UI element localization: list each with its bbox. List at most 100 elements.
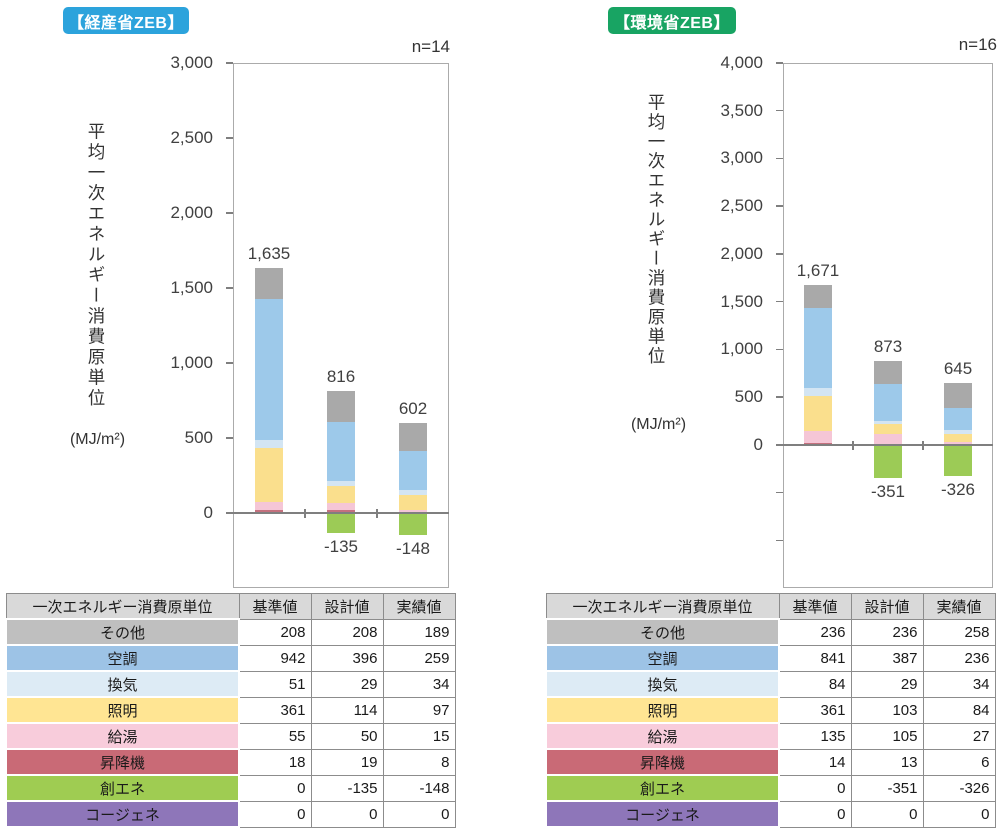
y-tick-label: 3,000 [720,148,763,168]
bar-negative-label: -351 [870,482,906,502]
y-tick-label: 1,500 [170,278,213,297]
y-axis-tick [776,396,783,398]
y-axis-tick [226,512,233,514]
y-axis-tick [226,362,233,364]
value-cell: 84 [922,696,996,724]
value-cell: 0 [310,800,384,828]
table-row: 給湯 135 105 27 [545,722,996,750]
table-row: その他 236 236 258 [545,618,996,646]
y-axis-tick [226,212,233,214]
table-row: 空調 942 396 259 [5,644,456,672]
y-tick-label: 1,000 [170,353,213,372]
bar-segment-換気 [874,420,902,424]
value-cell: 258 [922,618,996,646]
chart-title-text: 【環境省ZEB】 [613,14,730,32]
bar-segment-創エネ [944,444,972,476]
value-cell: 103 [850,696,924,724]
sample-size-label: n=16 [958,35,997,54]
value-cell: 0 [238,774,312,802]
x-axis-tick [922,440,924,450]
bar-segment-その他 [874,361,902,384]
bar-segment-照明 [399,495,427,510]
table-header-cell: 実績値 [382,593,456,620]
bar-segment-換気 [255,440,283,448]
bar-segment-給湯 [399,509,427,512]
bar-segment-給湯 [944,441,972,445]
y-axis-tick [776,62,783,64]
table-row: 照明 361 103 84 [545,696,996,724]
table-header-row: 一次エネルギー消費原単位 基準値 設計値 実績値 [5,593,456,620]
value-cell: 135 [778,722,852,750]
value-cell: 0 [238,800,312,828]
value-cell: 236 [922,644,996,672]
value-cell: 15 [382,722,456,750]
bar-segment-創エネ [327,513,355,534]
value-cell: 13 [850,748,924,776]
x-axis-zero-line [233,512,449,514]
bar-total-label: 873 [873,337,903,357]
y-axis-tick [776,348,783,351]
table-row: 換気 51 29 34 [5,670,456,698]
value-cell: 34 [382,670,456,698]
bar-segment-換気 [804,388,832,397]
value-cell: 387 [850,644,924,672]
bar-negative-label: -326 [940,479,976,499]
bar-segment-換気 [327,481,355,486]
x-axis-tick [304,509,306,518]
y-axis-tick [776,444,783,446]
y-axis-tick [226,287,233,289]
value-cell: 0 [778,774,852,802]
y-axis-unit: (MJ/m²) [630,416,687,433]
chart-title-badge-meti: 【経産省ZEB】 [63,7,189,34]
y-tick-label: 500 [184,428,213,447]
value-cell: 189 [382,618,456,646]
value-cell: 6 [922,748,996,776]
category-cell: コージェネ [545,800,780,828]
value-cell: 361 [778,696,852,724]
value-cell: 51 [238,670,312,698]
y-tick-label: 500 [734,387,763,407]
value-cell: 841 [778,644,852,672]
bar-total-label: 1,671 [796,261,840,281]
table-header-cell: 一次エネルギー消費原単位 [545,593,780,620]
category-cell: 照明 [5,696,240,724]
y-tick-label: 0 [203,503,213,522]
bar-segment-照明 [874,423,902,434]
y-tick-label: 1,000 [720,339,763,359]
value-cell: 55 [238,722,312,750]
y-tick-label: 2,500 [170,128,213,147]
y-axis-tick [776,253,783,255]
table-row: 空調 841 387 236 [545,644,996,672]
value-cell: 84 [778,670,852,698]
y-tick-label: 3,500 [720,100,763,120]
category-cell: 空調 [545,644,780,672]
y-axis-tick [776,539,783,542]
value-cell: -351 [850,774,924,802]
bar-segment-換気 [944,430,972,434]
y-axis-tick [776,300,783,303]
table-header-cell: 設計値 [310,593,384,620]
value-cell: 27 [922,722,996,750]
y-axis-tick [226,62,233,64]
value-cell: 18 [238,748,312,776]
category-cell: 換気 [5,670,240,698]
table-row: 創エネ 0 -135 -148 [5,774,456,802]
value-cell: 0 [850,800,924,828]
bar-segment-空調 [804,307,832,389]
table-header-cell: 一次エネルギー消費原単位 [5,593,240,620]
category-cell: 昇降機 [545,748,780,776]
y-tick-label: 4,000 [720,53,763,72]
y-axis-tick [226,437,233,439]
bar-segment-照明 [255,447,283,503]
bar-segment-空調 [399,451,427,490]
bar-segment-昇降機 [327,510,355,513]
y-tick-label: 3,000 [170,53,213,72]
chart-title-badge-env: 【環境省ZEB】 [608,7,736,34]
bar-segment-空調 [327,421,355,482]
table-header-cell: 実績値 [922,593,996,620]
category-cell: その他 [545,618,780,646]
table-header-cell: 設計値 [850,593,924,620]
bar-segment-空調 [874,384,902,421]
y-axis-tick [226,137,233,139]
bar-segment-給湯 [327,502,355,511]
